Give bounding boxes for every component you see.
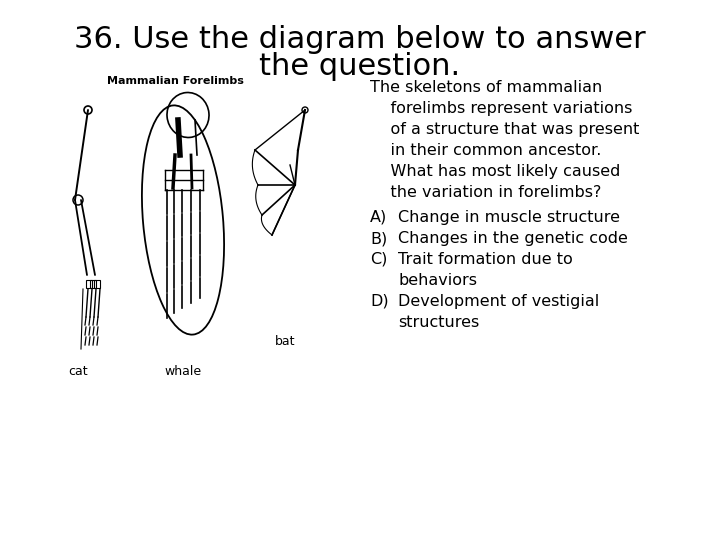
Text: C): C) bbox=[370, 252, 387, 267]
Text: structures: structures bbox=[398, 315, 480, 330]
Text: Change in muscle structure: Change in muscle structure bbox=[398, 210, 620, 225]
Text: Mammalian Forelimbs: Mammalian Forelimbs bbox=[107, 76, 243, 86]
Text: Trait formation due to: Trait formation due to bbox=[398, 252, 572, 267]
Text: A): A) bbox=[370, 210, 387, 225]
Text: B): B) bbox=[370, 231, 387, 246]
Bar bbox=[86, 280, 92, 288]
Text: the variation in forelimbs?: the variation in forelimbs? bbox=[370, 185, 601, 200]
Text: The skeletons of mammalian: The skeletons of mammalian bbox=[370, 80, 602, 95]
Bar bbox=[94, 280, 100, 288]
Text: Development of vestigial: Development of vestigial bbox=[398, 294, 599, 309]
Text: D): D) bbox=[370, 294, 389, 309]
Text: the question.: the question. bbox=[259, 52, 461, 81]
Text: behaviors: behaviors bbox=[398, 273, 477, 288]
Bar bbox=[90, 280, 96, 288]
Text: cat: cat bbox=[68, 365, 88, 378]
Text: in their common ancestor.: in their common ancestor. bbox=[370, 143, 601, 158]
Text: of a structure that was present: of a structure that was present bbox=[370, 122, 639, 137]
Text: Changes in the genetic code: Changes in the genetic code bbox=[398, 231, 628, 246]
Text: forelimbs represent variations: forelimbs represent variations bbox=[370, 101, 632, 116]
Text: bat: bat bbox=[275, 335, 295, 348]
Text: What has most likely caused: What has most likely caused bbox=[370, 164, 621, 179]
Text: 36. Use the diagram below to answer: 36. Use the diagram below to answer bbox=[74, 25, 646, 54]
Text: whale: whale bbox=[164, 365, 202, 378]
